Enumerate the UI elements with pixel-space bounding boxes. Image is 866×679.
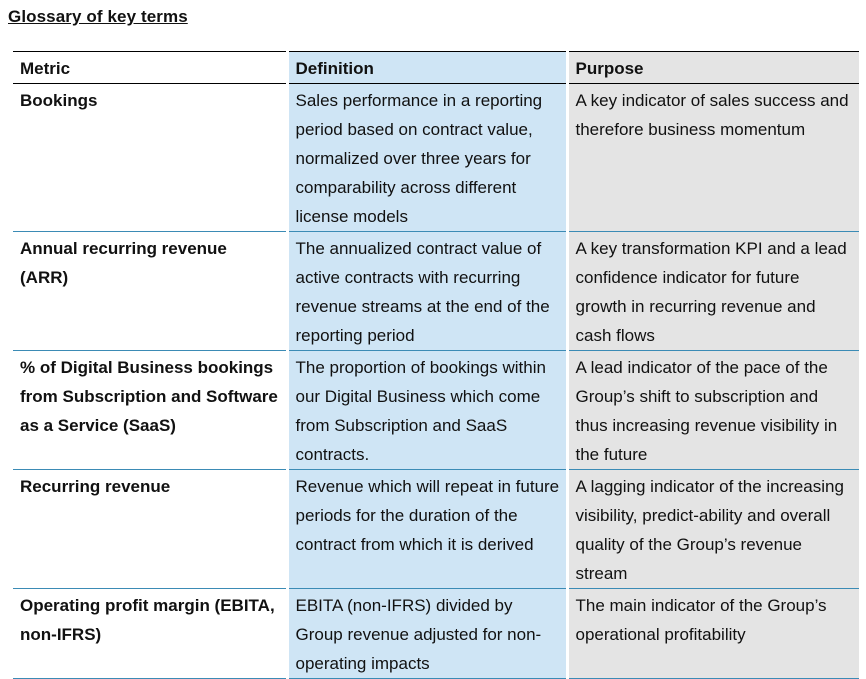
purpose-cell: A lagging indicator of the increasing vi…	[565, 469, 859, 589]
header-metric: Metric	[13, 51, 287, 84]
definition-cell: Sales performance in a reporting period …	[285, 83, 567, 232]
definition-cell: The annualized contract value of active …	[285, 231, 567, 351]
metric-cell: % of Digital Business bookings from Subs…	[20, 358, 278, 435]
glossary-table: Metric Definition Purpose Bookings Sales…	[13, 51, 859, 679]
header-purpose: Purpose	[565, 51, 859, 84]
metric-cell: Operating profit margin (EBITA, non-IFRS…	[20, 596, 275, 644]
definition-cell: The proportion of bookings within our Di…	[285, 350, 567, 470]
purpose-cell: A key indicator of sales success and the…	[565, 83, 859, 232]
table-header-row: Metric Definition Purpose	[13, 51, 859, 84]
page-title: Glossary of key terms	[8, 7, 188, 26]
definition-cell: Revenue which will repeat in future peri…	[285, 469, 567, 589]
metric-cell: Annual recurring revenue (ARR)	[20, 239, 227, 287]
metric-cell: Bookings	[20, 91, 98, 110]
purpose-cell: A lead indicator of the pace of the Grou…	[565, 350, 859, 470]
table-row: Bookings Sales performance in a reportin…	[13, 83, 859, 232]
purpose-cell: The main indicator of the Group’s operat…	[565, 588, 859, 679]
metric-cell: Recurring revenue	[20, 477, 171, 496]
table-row: % of Digital Business bookings from Subs…	[13, 350, 859, 470]
header-definition: Definition	[285, 51, 567, 84]
purpose-cell: A key transformation KPI and a lead conf…	[565, 231, 859, 351]
definition-cell: EBITA (non-IFRS) divided by Group revenu…	[285, 588, 567, 679]
table-row: Recurring revenue Revenue which will rep…	[13, 469, 859, 589]
table-row: Operating profit margin (EBITA, non-IFRS…	[13, 588, 859, 679]
table-row: Annual recurring revenue (ARR) The annua…	[13, 231, 859, 351]
